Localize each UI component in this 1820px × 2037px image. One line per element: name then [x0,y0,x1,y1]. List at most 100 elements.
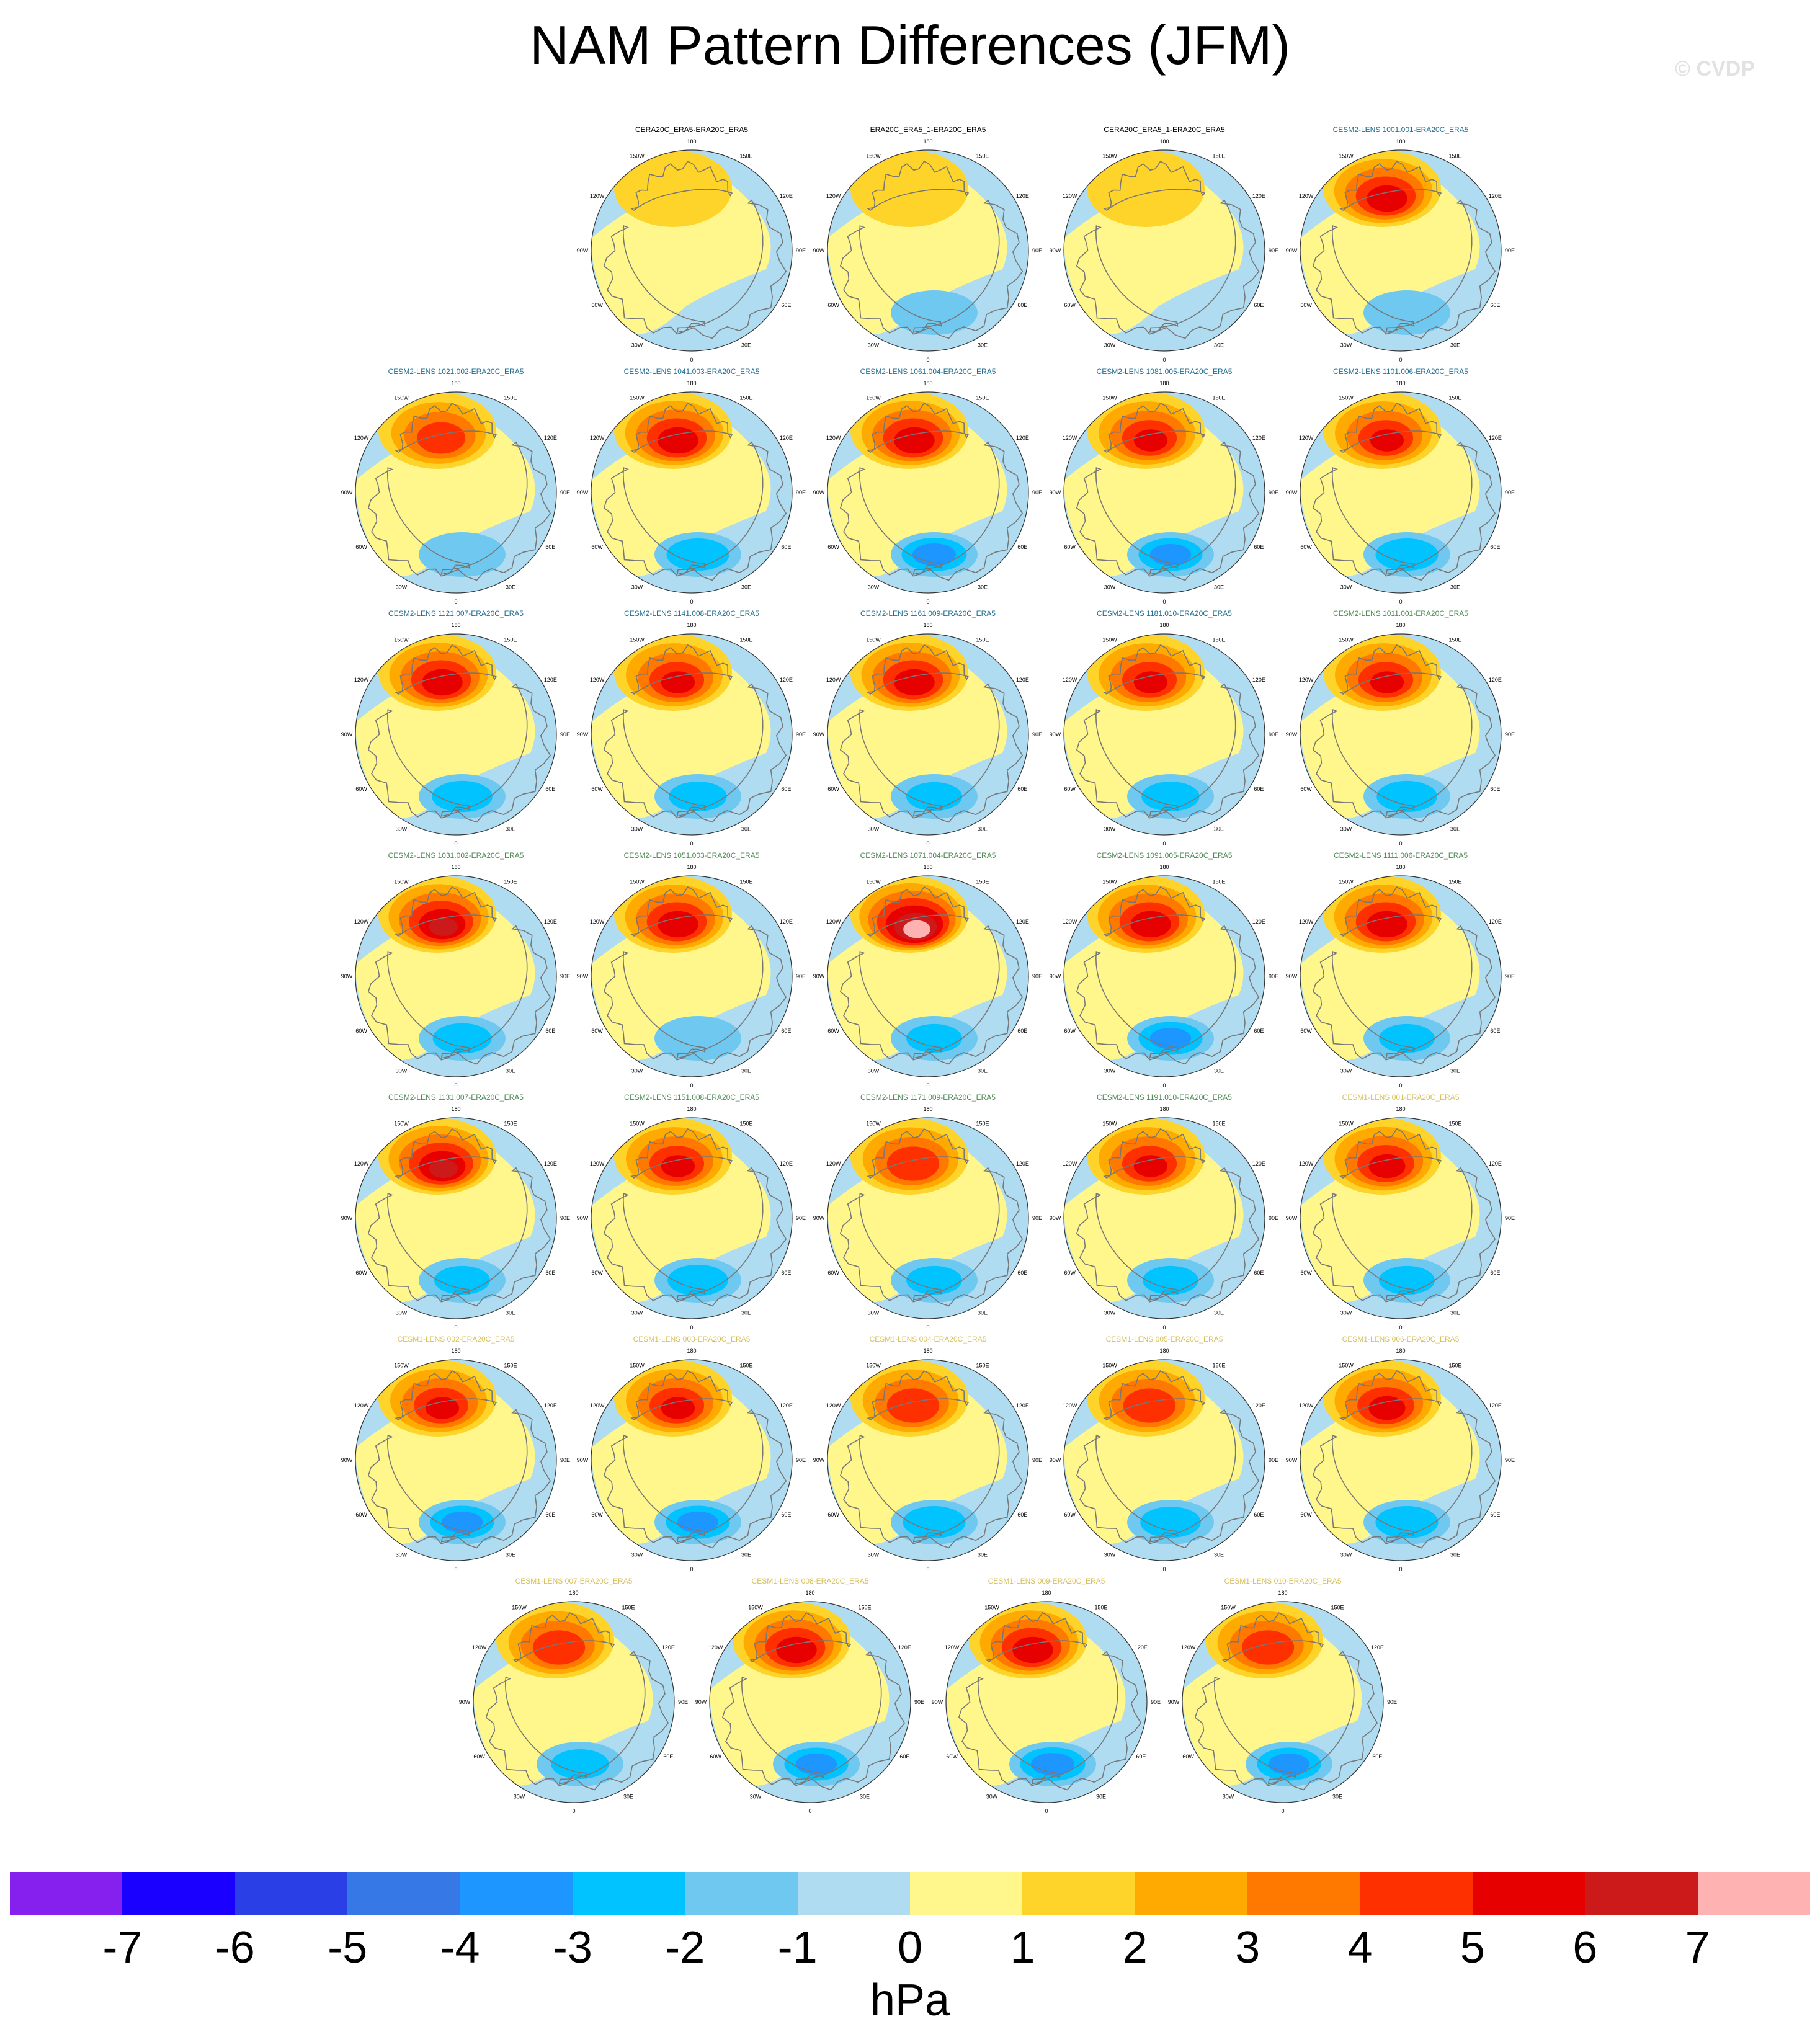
polar-map: 180 150E 120E 90E 60E 30E 0 30W 60W 90W 120W 150W [577,622,806,847]
longitude-label: 90W [1050,731,1061,738]
map-panel: CESM1-LENS 009-ERA20C_ERA5 180 150E 120E 90E… [922,1577,1171,1816]
longitude-label: 60E [899,1754,909,1760]
longitude-label: 180 [687,622,696,628]
longitude-label: 60W [355,1270,367,1276]
longitude-label: 180 [1278,1590,1287,1596]
longitude-label: 60E [1490,1512,1500,1518]
longitude-label: 0 [454,1324,457,1331]
positive-contour [1367,911,1407,938]
colorbar-tick-label: 2 [1122,1923,1148,1972]
positive-contour [886,1388,940,1423]
longitude-label: 150E [504,879,517,885]
longitude-label: 90E [1032,973,1042,979]
positive-contour [1368,1154,1406,1179]
longitude-label: 120E [1135,1644,1148,1651]
longitude-label: 30W [1340,342,1352,348]
positive-anomaly-band [1064,907,1244,1060]
longitude-label: 90E [1269,1457,1278,1463]
positive-contour [1133,671,1168,693]
longitude-label: 150W [630,637,645,643]
longitude-label: 180 [1396,864,1405,870]
map-panel: CESM1-LENS 002-ERA20C_ERA5 180 150E 120E 90E… [332,1335,580,1574]
positive-anomaly-band [1300,424,1480,576]
longitude-label: 90E [1032,731,1042,738]
longitude-label: 150W [866,153,881,159]
longitude-label: 60E [1017,302,1027,308]
longitude-label: 0 [1162,1324,1166,1331]
longitude-label: 120W [590,435,605,441]
longitude-label: 60W [1182,1754,1194,1760]
longitude-label: 30W [396,1309,408,1316]
colorbar-tick-label: -4 [440,1923,480,1972]
longitude-label: 90W [1286,973,1298,979]
longitude-label: 90W [577,1457,589,1463]
positive-anomaly-band [710,1633,890,1786]
map-border [1300,149,1502,352]
longitude-label: 150W [1339,879,1354,885]
colorbar-swatch [797,1872,910,1915]
colorbar-swatch [1135,1872,1248,1915]
longitude-label: 60E [1017,1512,1027,1518]
map-panel: CESM2-LENS 1021.002-ERA20C_ERA5 180 150E 12… [332,367,580,606]
longitude-label: 0 [454,1566,457,1572]
longitude-label: 120W [826,1161,841,1167]
longitude-label: 60W [827,1270,839,1276]
map-panel-title: CERA20C_ERA5-ERA20C_ERA5 [635,125,749,134]
longitude-label: 150W [1221,1605,1236,1611]
map-panel: CERA20C_ERA5-ERA20C_ERA5 180 150E 120E 90E 60… [568,125,816,364]
map-border [355,633,557,836]
coastline [603,1370,787,1549]
longitude-label: 90E [560,489,570,496]
negative-contour [434,1265,490,1295]
longitude-label: 90E [914,1699,924,1705]
colorbar-tick-label: 7 [1685,1923,1710,1972]
longitude-label: 150E [976,1363,989,1369]
longitude-label: 150W [394,1363,409,1369]
longitude-label: 90W [1168,1699,1180,1705]
map-panel-title: CESM1-LENS 009-ERA20C_ERA5 [988,1577,1105,1585]
longitude-label: 180 [923,622,932,628]
map-panel-title: CESM2-LENS 1051.003-ERA20C_ERA5 [623,851,760,860]
longitude-label: 120E [544,919,557,925]
longitude-label: 150E [858,1605,871,1611]
negative-contour [441,1511,483,1533]
map-panel-title: CESM1-LENS 007-ERA20C_ERA5 [515,1577,633,1585]
longitude-label: 180 [451,864,460,870]
longitude-label: 30E [1332,1793,1342,1799]
map-panel-title: CESM2-LENS 1151.008-ERA20C_ERA5 [624,1093,759,1102]
longitude-label: 150W [630,153,645,159]
map-panel: CESM2-LENS 1041.003-ERA20C_ERA5 180 150E 12… [568,367,816,606]
coastline [367,886,551,1065]
longitude-label: 60E [1490,1028,1500,1034]
map-panel-title: CESM2-LENS 1131.007-ERA20C_ERA5 [388,1093,524,1102]
coastline [839,403,1024,581]
longitude-label: 120E [1252,193,1265,199]
longitude-label: 120E [780,1402,793,1409]
longitude-label: 120E [1016,677,1029,683]
positive-anomaly-band [591,1391,771,1544]
longitude-label: 30W [868,342,880,348]
longitude-label: 120E [1489,677,1502,683]
map-border [827,391,1029,594]
longitude-label: 30E [741,584,751,590]
longitude-label: 30E [1450,1309,1460,1316]
map-panel-title: CESM2-LENS 1061.004-ERA20C_ERA5 [860,367,996,376]
longitude-label: 90E [1269,489,1278,496]
longitude-label: 180 [687,380,696,386]
longitude-label: 120E [1252,1161,1265,1167]
map-border [1300,875,1502,1077]
longitude-label: 180 [923,1348,932,1354]
positive-anomaly-band [1300,1391,1480,1544]
map-panel: CESM1-LENS 001-ERA20C_ERA5 180 150E 120E 90E… [1277,1093,1525,1332]
positive-anomaly-band [827,1391,1007,1544]
longitude-label: 120W [826,919,841,925]
positive-anomaly-band [591,1149,771,1302]
map-panel-title: CESM2-LENS 1001.001-ERA20C_ERA5 [1332,125,1469,134]
longitude-label: 150E [976,395,989,401]
map-panel-title: CESM2-LENS 1101.006-ERA20C_ERA5 [1333,367,1468,376]
positive-anomaly-band [473,1633,653,1786]
map-border [1300,633,1502,836]
map-panel-title: CESM2-LENS 1091.005-ERA20C_ERA5 [1096,851,1233,860]
positive-anomaly-band [1182,1633,1362,1786]
longitude-label: 180 [923,1106,932,1112]
